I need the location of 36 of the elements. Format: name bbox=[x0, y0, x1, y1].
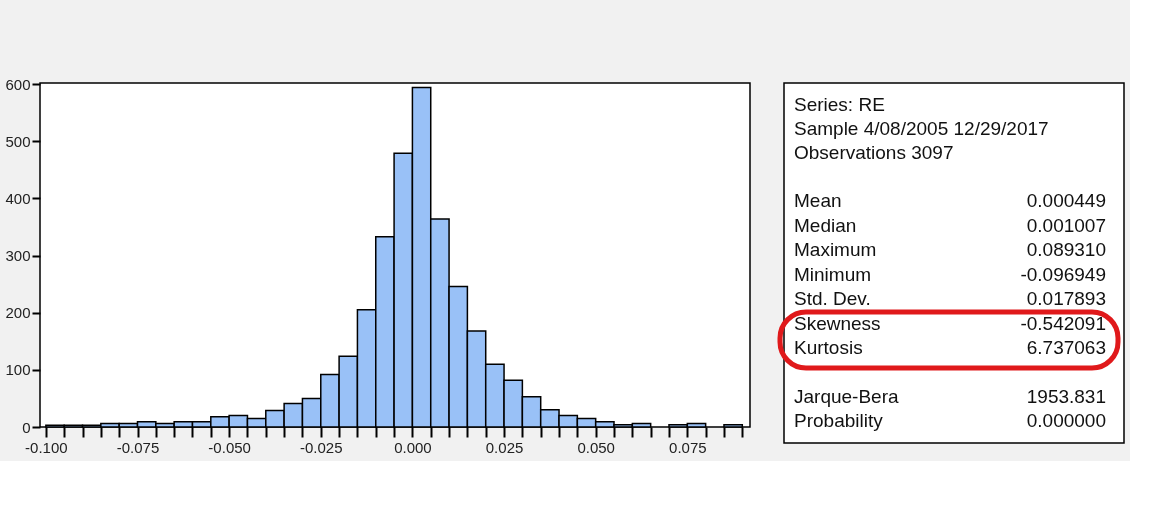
x-tick-label: -0.075 bbox=[116, 438, 160, 456]
text: Minimum bbox=[794, 263, 872, 285]
text: 0.001007 bbox=[1026, 214, 1106, 236]
text: Observations 3097 bbox=[794, 142, 954, 163]
text: 0.000000 bbox=[1026, 410, 1106, 431]
y-tick-label: 500 bbox=[5, 132, 31, 150]
text: -0.096949 bbox=[1020, 263, 1106, 285]
y-tick-label: 600 bbox=[5, 75, 31, 93]
text: Std. Dev. bbox=[794, 288, 871, 309]
x-tick-label: 0.000 bbox=[394, 438, 432, 456]
x-tick-label: -0.100 bbox=[25, 438, 68, 456]
y-tick-label: 400 bbox=[5, 189, 31, 207]
text: Sample 4/08/2005 12/29/2017 bbox=[794, 118, 1049, 139]
y-tick-label: 100 bbox=[5, 361, 31, 379]
text: 0.089310 bbox=[1026, 239, 1106, 260]
text: Skewness bbox=[794, 312, 881, 334]
text: Jarque-Bera bbox=[794, 385, 899, 407]
text: Maximum bbox=[794, 239, 877, 260]
x-tick-label: 0.050 bbox=[577, 438, 615, 456]
text: -0.542091 bbox=[1020, 312, 1106, 334]
text: 1953.831 bbox=[1026, 385, 1106, 407]
text: 0.017893 bbox=[1026, 288, 1106, 309]
y-tick-label: 200 bbox=[5, 304, 31, 322]
text: 0.000449 bbox=[1026, 190, 1106, 211]
x-tick-label: 0.025 bbox=[485, 438, 524, 456]
y-tick-label: 0 bbox=[22, 418, 31, 436]
text: Probability bbox=[794, 410, 884, 431]
x-tick-label: -0.050 bbox=[208, 438, 251, 456]
text: Kurtosis bbox=[794, 337, 863, 358]
text: Mean bbox=[794, 190, 842, 211]
x-tick-label: 0.075 bbox=[669, 438, 707, 456]
x-tick-label: -0.025 bbox=[300, 438, 343, 456]
text: Series: RE bbox=[794, 94, 885, 115]
text: 6.737063 bbox=[1026, 337, 1106, 358]
text: Median bbox=[794, 214, 857, 236]
y-tick-label: 300 bbox=[5, 247, 31, 265]
